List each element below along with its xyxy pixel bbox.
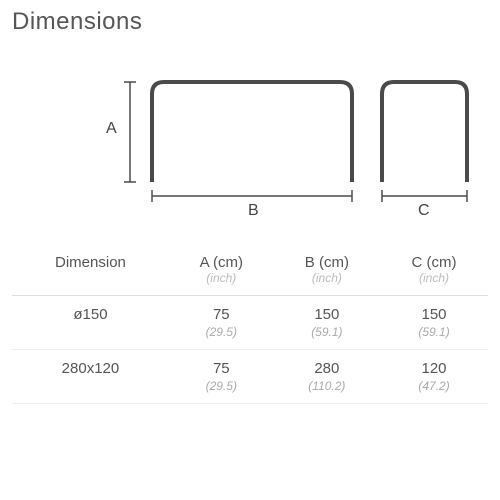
label-b: B bbox=[248, 202, 259, 220]
cell: 75 (29.5) bbox=[169, 350, 274, 404]
diagram-svg bbox=[12, 64, 500, 224]
cell: 150 (59.1) bbox=[274, 296, 380, 350]
shape-b bbox=[152, 82, 352, 182]
cell: 75 (29.5) bbox=[169, 296, 274, 350]
cell: 120 (47.2) bbox=[380, 350, 488, 404]
shape-c bbox=[382, 82, 467, 182]
row-name: 280x120 bbox=[12, 350, 169, 404]
table-row: 280x120 75 (29.5) 280 (110.2) 120 (47.2) bbox=[12, 350, 488, 404]
dim-b-marker bbox=[152, 190, 352, 202]
label-c: C bbox=[418, 202, 430, 220]
table-header-row: Dimension A (cm) (inch) B (cm) (inch) C … bbox=[12, 244, 488, 296]
dimensions-table: Dimension A (cm) (inch) B (cm) (inch) C … bbox=[12, 244, 488, 404]
col-a: A (cm) (inch) bbox=[169, 244, 274, 296]
dim-c-marker bbox=[382, 190, 467, 202]
section-title: Dimensions bbox=[12, 8, 488, 36]
dimension-diagram: A B C bbox=[12, 64, 488, 224]
col-c: C (cm) (inch) bbox=[380, 244, 488, 296]
table-row: ø150 75 (29.5) 150 (59.1) 150 (59.1) bbox=[12, 296, 488, 350]
cell: 280 (110.2) bbox=[274, 350, 380, 404]
label-a: A bbox=[106, 120, 117, 138]
col-dimension: Dimension bbox=[12, 244, 169, 296]
cell: 150 (59.1) bbox=[380, 296, 488, 350]
dim-a-marker bbox=[124, 82, 136, 182]
row-name: ø150 bbox=[12, 296, 169, 350]
col-b: B (cm) (inch) bbox=[274, 244, 380, 296]
